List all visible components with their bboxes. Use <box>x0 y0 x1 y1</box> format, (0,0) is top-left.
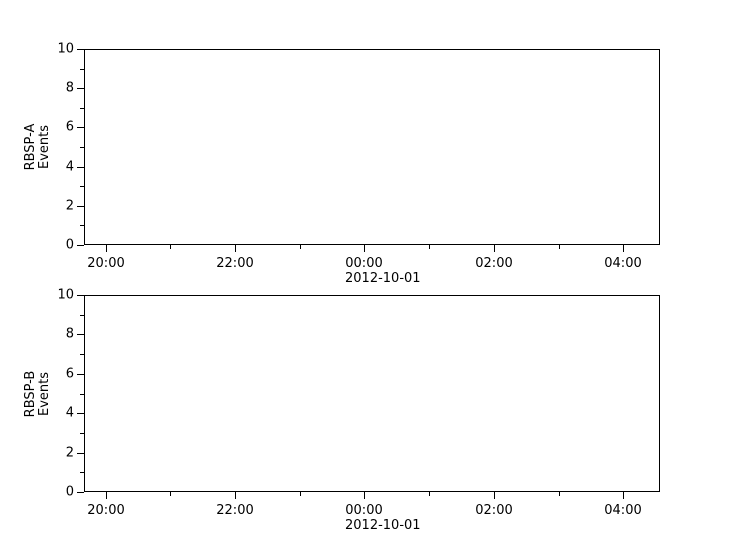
plot-area-rbsp-a <box>84 49 660 245</box>
x-tick-label: 20:00 <box>87 503 125 518</box>
x-minor-tick <box>170 245 171 249</box>
y-tick-label: 2 <box>65 445 74 461</box>
x-minor-tick <box>170 492 171 496</box>
x-major-tick <box>235 245 236 252</box>
x-minor-tick <box>429 492 430 496</box>
y-major-tick <box>77 374 84 375</box>
y-major-tick <box>77 492 84 493</box>
y-minor-tick <box>80 225 84 226</box>
x-tick-label: 02:00 <box>475 256 513 271</box>
y-tick-label: 4 <box>65 159 74 175</box>
y-tick-label: 2 <box>65 198 74 214</box>
x-tick-label: 20:00 <box>87 256 125 271</box>
x-minor-tick <box>300 492 301 496</box>
y-tick-label: 0 <box>65 484 74 500</box>
x-minor-tick <box>429 245 430 249</box>
x-tick-label: 00:00 <box>345 503 383 518</box>
y-major-tick <box>77 295 84 296</box>
y-tick-label: 0 <box>65 237 74 253</box>
x-minor-tick <box>300 245 301 249</box>
y-minor-tick <box>80 354 84 355</box>
x-tick-label: 22:00 <box>216 256 254 271</box>
x-axis-date-label: 2012-10-01 <box>345 271 421 286</box>
y-major-tick <box>77 245 84 246</box>
plot-area-rbsp-b <box>84 295 660 492</box>
x-minor-tick <box>559 492 560 496</box>
y-minor-tick <box>80 315 84 316</box>
x-tick-label: 04:00 <box>604 256 642 271</box>
x-tick-label: 04:00 <box>604 503 642 518</box>
y-tick-label: 6 <box>65 119 74 135</box>
y-minor-tick <box>80 394 84 395</box>
y-tick-label: 8 <box>65 80 74 96</box>
y-tick-label: 10 <box>57 287 74 303</box>
y-major-tick <box>77 453 84 454</box>
y-tick-label: 10 <box>57 41 74 57</box>
y-minor-tick <box>80 147 84 148</box>
x-axis-date-label: 2012-10-01 <box>345 518 421 533</box>
y-minor-tick <box>80 108 84 109</box>
y-minor-tick <box>80 433 84 434</box>
y-major-tick <box>77 88 84 89</box>
y-major-tick <box>77 334 84 335</box>
x-major-tick <box>364 492 365 499</box>
y-major-tick <box>77 127 84 128</box>
y-minor-tick <box>80 186 84 187</box>
y-minor-tick <box>80 472 84 473</box>
x-tick-label: 02:00 <box>475 503 513 518</box>
y-minor-tick <box>80 69 84 70</box>
x-major-tick <box>623 492 624 499</box>
x-major-tick <box>106 492 107 499</box>
x-major-tick <box>235 492 236 499</box>
x-major-tick <box>494 245 495 252</box>
x-major-tick <box>494 492 495 499</box>
x-tick-label: 22:00 <box>216 503 254 518</box>
x-tick-label: 00:00 <box>345 256 383 271</box>
y-tick-label: 8 <box>65 326 74 342</box>
y-major-tick <box>77 49 84 50</box>
x-major-tick <box>364 245 365 252</box>
x-major-tick <box>106 245 107 252</box>
y-major-tick <box>77 167 84 168</box>
y-major-tick <box>77 206 84 207</box>
y-major-tick <box>77 413 84 414</box>
x-minor-tick <box>559 245 560 249</box>
y-tick-label: 4 <box>65 405 74 421</box>
x-major-tick <box>623 245 624 252</box>
y-tick-label: 6 <box>65 366 74 382</box>
